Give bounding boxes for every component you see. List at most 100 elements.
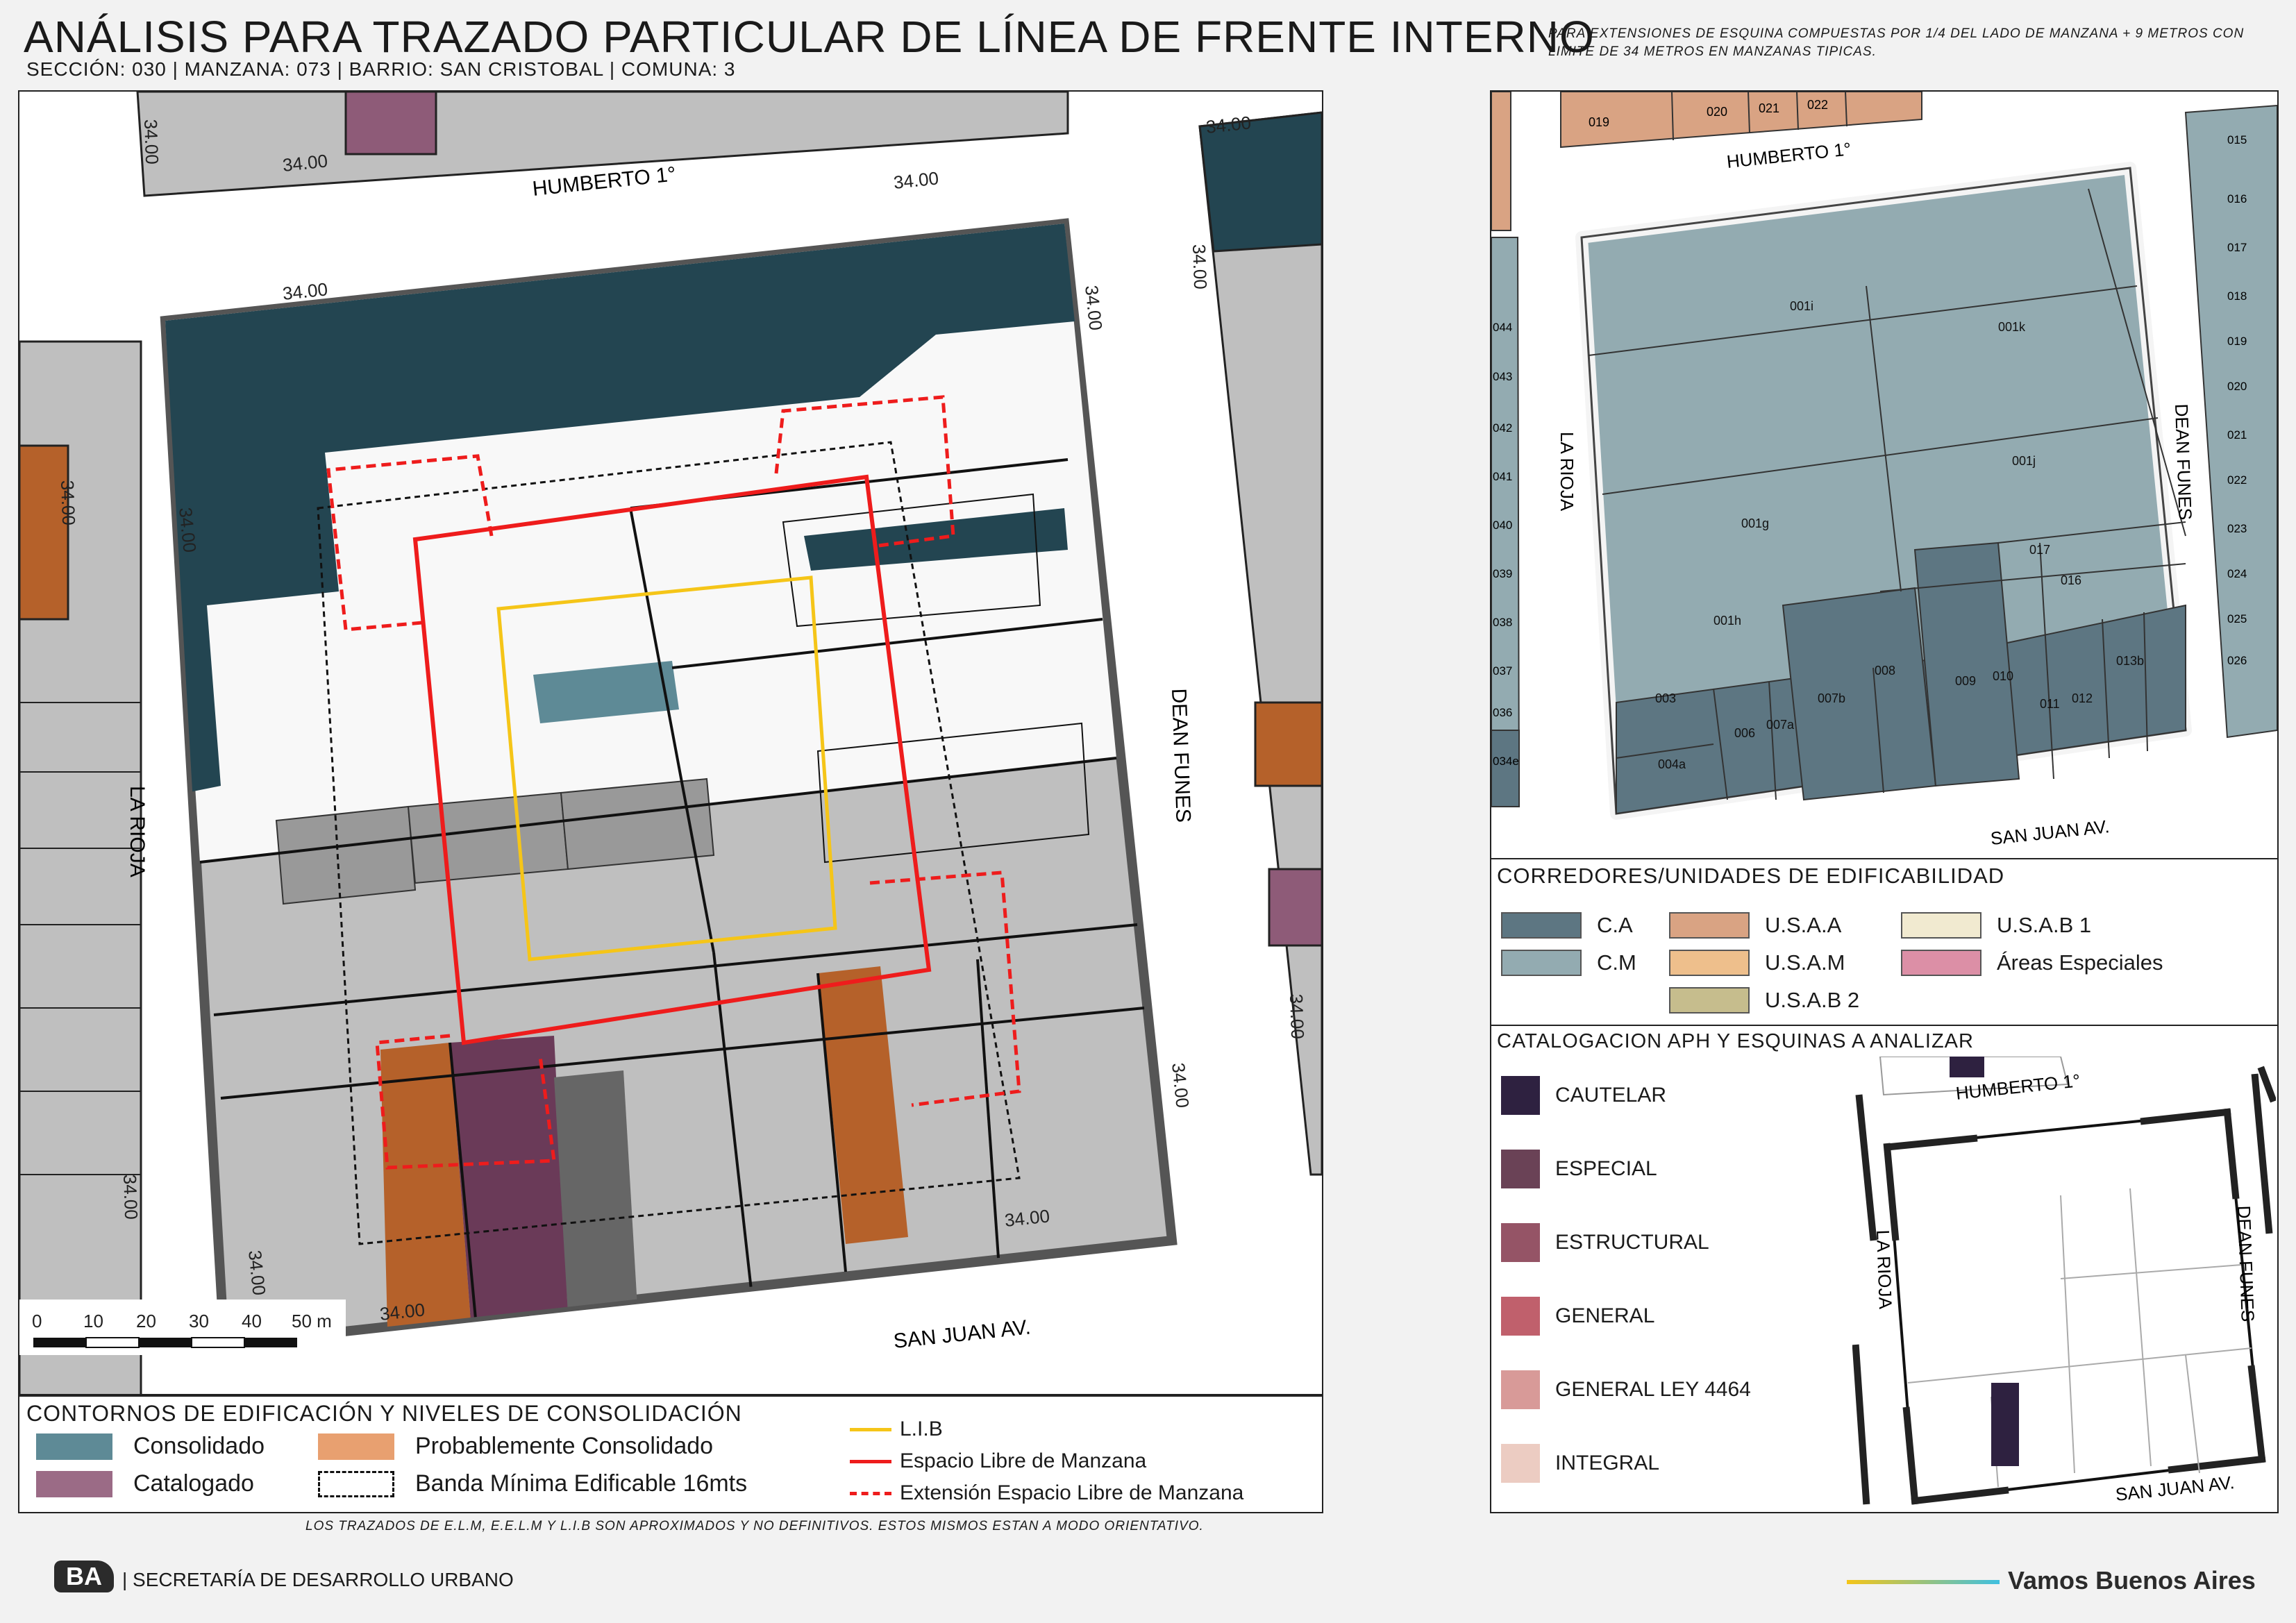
neighbor-block-west xyxy=(19,340,142,1394)
street-label-east: DEAN FUNES xyxy=(2234,1205,2259,1322)
legend-label: C.M xyxy=(1597,950,1636,975)
esquinas-minimap: HUMBERTO 1° LA RIOJA DEAN FUNES SAN JUAN… xyxy=(1852,1057,2276,1511)
right-map-panel: 019 020 021 022 044 043 042 041 040 039 … xyxy=(1490,90,2279,859)
aph-legend: CATALOGACION APH Y ESQUINAS A ANALIZAR C… xyxy=(1490,1025,2279,1513)
scale-tick: 40 xyxy=(242,1311,262,1331)
scale-tick: 50 m xyxy=(292,1311,332,1331)
parcel-label: 007b xyxy=(1818,691,1845,705)
dim-label: 34.00 xyxy=(281,278,328,304)
main-map: HUMBERTO 1° LA RIOJA DEAN FUNES SAN JUAN… xyxy=(19,92,1322,1394)
scale-tick: 30 xyxy=(189,1311,209,1331)
legend-label: C.A xyxy=(1597,913,1633,937)
street-label-south: SAN JUAN AV. xyxy=(892,1315,1032,1353)
legend-label: U.S.A.B 2 xyxy=(1765,988,1860,1012)
parcel-label: 006 xyxy=(1734,726,1755,740)
legend-item-banda: Banda Mínima Edificable 16mts xyxy=(318,1470,747,1497)
legend-label: INTEGRAL xyxy=(1555,1452,1660,1474)
parcel-label: 020 xyxy=(1707,105,1727,119)
swatch-elm xyxy=(850,1459,891,1463)
main-legend: CONTORNOS DE EDIFICACIÓN Y NIVELES DE CO… xyxy=(18,1395,1323,1513)
corredor-item: U.S.A.A xyxy=(1669,912,1841,939)
legend-label: U.S.A.A xyxy=(1765,913,1842,937)
swatch xyxy=(1501,1297,1540,1336)
page-title: ANÁLISIS PARA TRAZADO PARTICULAR DE LÍNE… xyxy=(24,12,1595,62)
parcel-label: 025 xyxy=(2227,612,2247,625)
swatch xyxy=(1669,912,1750,939)
aph-item: ESPECIAL xyxy=(1501,1150,1657,1188)
main-map-panel: HUMBERTO 1° LA RIOJA DEAN FUNES SAN JUAN… xyxy=(18,90,1323,1395)
parcel-label: 034e xyxy=(1493,755,1519,768)
dim-label: 34.00 xyxy=(1081,284,1107,331)
brand-name: Vamos Buenos Aires xyxy=(2008,1566,2256,1595)
parcel-label: 007a xyxy=(1766,718,1795,732)
dim-label: 34.00 xyxy=(378,1299,426,1325)
legend-title: CATALOGACION APH Y ESQUINAS A ANALIZAR xyxy=(1497,1030,1974,1052)
legend-label: Extensión Espacio Libre de Manzana xyxy=(900,1481,1244,1504)
parcel-label: 021 xyxy=(1759,101,1779,115)
legend-label: Consolidado xyxy=(133,1433,265,1459)
block-parcels xyxy=(165,224,1145,1342)
swatch-eelm xyxy=(850,1491,891,1495)
parcel-label: 001g xyxy=(1741,516,1769,530)
corredores-map: 019 020 021 022 044 043 042 041 040 039 … xyxy=(1491,92,2277,849)
scale-tick: 10 xyxy=(83,1311,103,1331)
parcel-label: 041 xyxy=(1493,470,1512,483)
parcel-label: 013b xyxy=(2116,654,2144,668)
parcel-label: 012 xyxy=(2072,691,2093,705)
swatch xyxy=(1669,987,1750,1014)
dim-label: 34.00 xyxy=(244,1249,270,1296)
parcel-label: 003 xyxy=(1655,691,1676,705)
scale-tick: 0 xyxy=(32,1311,42,1331)
elm-line xyxy=(412,474,932,1045)
lib-line xyxy=(496,575,837,961)
legend-label: U.S.A.M xyxy=(1765,950,1845,975)
corredor-item: C.M xyxy=(1501,950,1636,976)
legend-label: U.S.A.B 1 xyxy=(1997,913,2092,937)
parcel-label: 044 xyxy=(1493,321,1512,334)
dim-label: 34.00 xyxy=(281,150,328,176)
scale-bar: 0 10 20 30 40 50 m xyxy=(19,1300,346,1355)
ba-logo: BA xyxy=(54,1561,114,1592)
corredores-legend: CORREDORES/UNIDADES DE EDIFICABILIDAD C.… xyxy=(1490,858,2279,1026)
street-label-north: HUMBERTO 1° xyxy=(1725,138,1852,172)
parcel-label: 022 xyxy=(1807,98,1828,112)
parcel-label: 015 xyxy=(2227,133,2247,146)
parcel-label: 038 xyxy=(1493,616,1512,629)
street-label-west: LA RIOJA xyxy=(126,786,149,877)
street-label-south: SAN JUAN AV. xyxy=(1989,816,2110,849)
parcel-label: 043 xyxy=(1493,370,1512,383)
parcel-label: 024 xyxy=(2227,567,2247,580)
corredor-item: Áreas Especiales xyxy=(1901,950,2163,976)
parcel-label: 022 xyxy=(2227,473,2247,487)
dim-label: 34.00 xyxy=(1189,244,1211,289)
parcel-label: 019 xyxy=(1589,115,1609,129)
parcel-label: 039 xyxy=(1493,567,1512,580)
ba-logo-text: BA xyxy=(66,1562,102,1590)
swatch xyxy=(1501,1223,1540,1262)
legend-label: Catalogado xyxy=(133,1470,254,1497)
parcel-label: 004a xyxy=(1658,757,1686,771)
parcel-label: 019 xyxy=(2227,335,2247,348)
parcel-label: 018 xyxy=(2227,289,2247,303)
swatch xyxy=(1501,1370,1540,1409)
neighbor-block-east xyxy=(1198,111,1322,1176)
scale-tick: 20 xyxy=(136,1311,156,1331)
parcel-label: 017 xyxy=(2029,543,2050,557)
street-label-east: DEAN FUNES xyxy=(1167,688,1195,823)
aph-item: GENERAL xyxy=(1501,1297,1654,1336)
parcel-label: 016 xyxy=(2227,192,2247,205)
swatch-consolidado xyxy=(36,1433,112,1460)
page-subtitle: SECCIÓN: 030 | MANZANA: 073 | BARRIO: SA… xyxy=(26,58,736,80)
dim-label: 34.00 xyxy=(140,119,162,165)
parcel-label: 011 xyxy=(2040,697,2060,711)
swatch xyxy=(1501,1150,1540,1188)
neighbor-block-north xyxy=(136,92,1069,197)
swatch xyxy=(1501,1076,1540,1115)
aph-item: CAUTELAR xyxy=(1501,1076,1666,1115)
banda-minima-line xyxy=(317,441,1021,1245)
swatch-banda xyxy=(318,1470,394,1497)
parcel-label: 040 xyxy=(1493,519,1512,532)
parcel-label: 021 xyxy=(2227,428,2247,442)
swatch-catalogado xyxy=(36,1470,112,1497)
parcel-label: 010 xyxy=(1993,669,2013,683)
